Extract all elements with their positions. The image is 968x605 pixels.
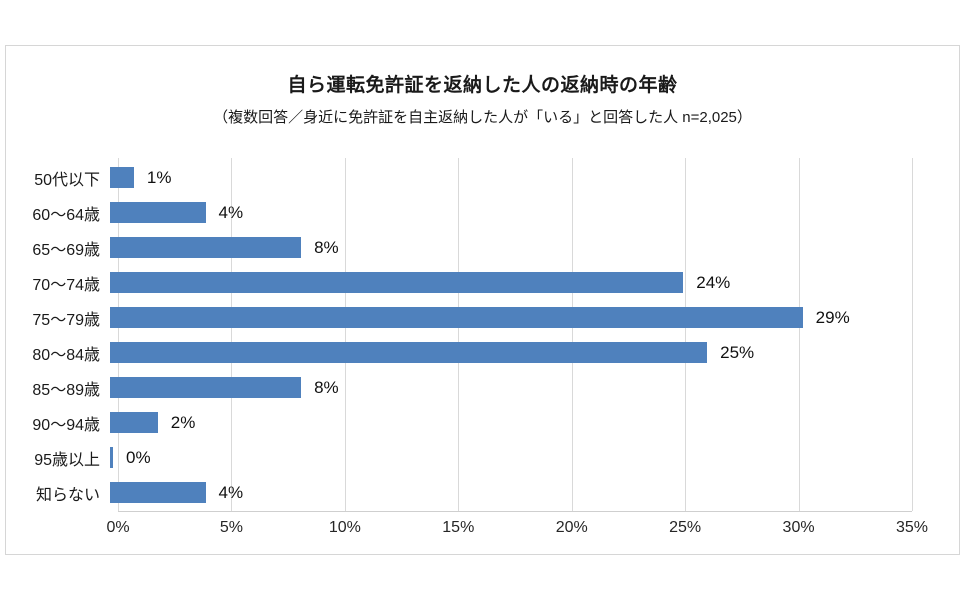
bar-track: 8%: [110, 377, 946, 398]
bar-row: 85～89歳 8%: [14, 370, 946, 405]
bar-track: 2%: [110, 412, 946, 433]
category-label: 85～89歳: [32, 381, 100, 399]
bar-row: 60～64歳 4%: [14, 195, 946, 230]
bar: [110, 237, 302, 258]
bar-value-label: 24%: [696, 272, 731, 292]
bar-row: 65～69歳 8%: [14, 230, 946, 265]
x-tick-label: 0%: [106, 519, 130, 536]
bar: [110, 482, 206, 503]
gridline: [118, 158, 119, 511]
bar-row: 50代以下 1%: [14, 160, 946, 195]
bar-value-label: 4%: [218, 482, 244, 502]
bar: [110, 447, 113, 468]
category-label: 90～94歳: [32, 416, 100, 434]
gridline: [798, 158, 800, 511]
gridline: [685, 158, 687, 511]
bar-track: 0%: [110, 447, 946, 468]
bar-row: 95歳以上 0%: [14, 440, 946, 475]
bar: [110, 412, 158, 433]
chart-title: 自ら運転免許証を返納した人の返納時の年齢: [287, 75, 678, 96]
gridline: [344, 158, 346, 511]
category-label: 95歳以上: [34, 451, 100, 469]
bar-row: 90～94歳 2%: [14, 405, 946, 440]
category-label: 60～64歳: [32, 206, 100, 224]
bar-value-label: 8%: [314, 237, 339, 257]
bar-value-label: 29%: [815, 307, 850, 327]
bar-value-label: 8%: [314, 377, 339, 397]
plot-rows: 50代以下 1% 60～64歳 4% 65～69歳 8% 70～74歳 24% 75～79歳 29…: [14, 160, 946, 510]
x-axis-tick-labels: 0% 5% 10% 15% 20% 25% 30% 35%: [106, 519, 928, 541]
x-tick-label: 20%: [555, 519, 588, 536]
bar-value-label: 25%: [720, 342, 755, 362]
category-label: 65～69歳: [32, 241, 100, 259]
bar-row: 70～74歳 24%: [14, 265, 946, 300]
category-label: 知らない: [35, 486, 100, 504]
bar-track: 25%: [110, 342, 946, 363]
gridline: [571, 158, 573, 511]
gridline: [458, 158, 460, 511]
x-tick-label: 15%: [442, 519, 475, 536]
gridline: [231, 158, 233, 511]
chart-container: 自ら運転免許証を返納した人の返納時の年齢 （複数回答／身近に免許証を自主返納した…: [5, 45, 960, 555]
bar: [110, 272, 684, 293]
bar-row: 80～84歳 25%: [14, 335, 946, 370]
bar: [110, 377, 302, 398]
bar-value-label: 0%: [126, 447, 151, 467]
category-label: 75～79歳: [32, 311, 100, 329]
bar-track: 29%: [110, 307, 946, 328]
bar-value-label: 2%: [170, 412, 196, 432]
bar-track: 8%: [110, 237, 946, 258]
category-label: 70～74歳: [32, 276, 100, 294]
category-label: 80～84歳: [32, 346, 100, 364]
x-tick-label: 25%: [669, 519, 702, 536]
chart-subtitle: （複数回答／身近に免許証を自主返納した人が「いる」と回答した人 n=2,025）: [213, 109, 752, 126]
bar: [110, 307, 803, 328]
bar-row: 知らない 4%: [14, 475, 946, 510]
bar-track: 4%: [110, 202, 946, 223]
x-tick-label: 5%: [219, 519, 243, 536]
x-tick-label: 35%: [895, 519, 929, 536]
bar: [110, 167, 134, 188]
gridline: [912, 158, 913, 511]
bar-value-label: 4%: [218, 202, 244, 222]
bar-track: 1%: [110, 167, 946, 188]
x-tick-label: 10%: [328, 519, 361, 536]
bar-row: 75～79歳 29%: [14, 300, 946, 335]
bar-track: 4%: [110, 482, 946, 503]
bar-track: 24%: [110, 272, 946, 293]
bar: [110, 202, 206, 223]
bar: [110, 342, 708, 363]
x-tick-label: 30%: [782, 519, 815, 536]
bar-value-label: 1%: [146, 167, 172, 187]
category-label: 50代以下: [34, 171, 100, 189]
plot-area-gridlines: [118, 158, 913, 512]
